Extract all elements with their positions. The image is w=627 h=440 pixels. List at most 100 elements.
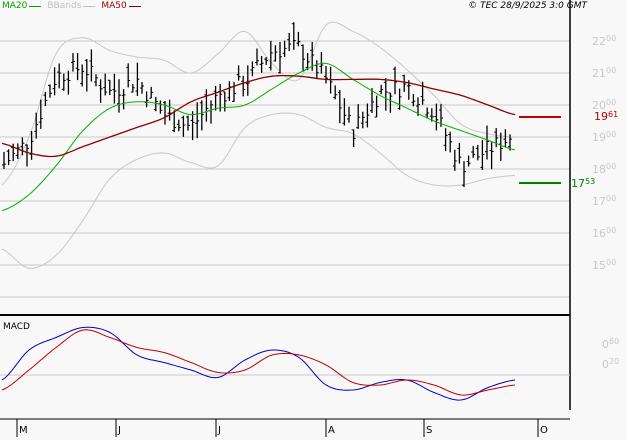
ohlc-bar: [425, 107, 430, 119]
ohlc-bar: [434, 103, 439, 131]
ohlc-bar: [259, 56, 264, 73]
x-tick-label: M: [19, 425, 28, 436]
x-tick-label: A: [328, 425, 335, 436]
ohlc-bar: [429, 108, 434, 122]
ohlc-bar: [25, 144, 29, 167]
ohlc-bar: [167, 99, 172, 121]
ohlc-bar: [190, 111, 195, 141]
legend-ma50-label: MA50: [101, 1, 127, 11]
legend-bbands-swatch: [83, 5, 96, 7]
ohlc-bar: [140, 82, 144, 94]
ohlc-bar: [34, 112, 39, 139]
x-axis-ticks: [16, 419, 539, 437]
ohlc-bar: [186, 115, 190, 131]
ohlc-bar: [439, 104, 443, 127]
price-bars: [2, 22, 512, 187]
ohlc-bar: [84, 59, 89, 92]
ohlc-bar: [245, 65, 250, 96]
ohlc-bar: [153, 96, 158, 112]
ohlc-bar: [508, 134, 512, 151]
ohlc-bar: [480, 140, 485, 170]
ohlc-bar: [462, 161, 466, 187]
ohlc-bar: [20, 137, 25, 156]
ohlc-bar: [126, 63, 131, 88]
ohlc-bar: [2, 151, 6, 170]
legend-ma50-swatch: [128, 5, 141, 7]
copyright-timestamp: © TEC 28/9/2025 3:0 GMT: [468, 1, 587, 11]
ohlc-bar: [236, 65, 241, 81]
ohlc-bar: [466, 155, 471, 167]
ohlc-bar: [291, 22, 296, 50]
ohlc-bar: [43, 91, 48, 107]
ohlc-bar: [195, 102, 200, 139]
ohlc-bar: [397, 88, 402, 110]
ohlc-bar: [71, 53, 75, 72]
ohlc-bar: [273, 45, 278, 62]
ohlc-bar: [333, 85, 338, 100]
ohlc-bar: [176, 119, 181, 132]
ohlc-bar: [365, 103, 370, 128]
ohlc-bar: [121, 89, 126, 110]
y-tick-label: 2200: [592, 34, 617, 48]
ohlc-bar: [278, 42, 282, 74]
legend-ma20-swatch: [29, 5, 42, 7]
y-tick-label: 1800: [592, 162, 617, 176]
macd-line: [1, 326, 516, 401]
ohlc-bar: [370, 88, 374, 113]
ohlc-bar: [209, 100, 213, 124]
ohlc-bar: [38, 99, 43, 129]
ohlc-bar: [452, 149, 457, 171]
ohlc-bar: [489, 142, 494, 170]
ohlc-bar: [227, 81, 232, 101]
ohlc-bar: [374, 95, 379, 118]
ohlc-bar: [448, 131, 453, 153]
ohlc-bar: [379, 84, 384, 95]
ohlc-bar: [94, 74, 98, 87]
ohlc-bar: [475, 144, 480, 161]
ohlc-bar: [61, 73, 66, 91]
ohlc-bar: [57, 63, 62, 89]
ohlc-bar: [264, 57, 269, 65]
ohlc-bar: [337, 90, 342, 124]
ma50-line: [1, 74, 516, 158]
y-tick-label: 2000: [592, 98, 617, 112]
ohlc-bar: [301, 44, 305, 72]
ohlc-bar: [107, 79, 112, 95]
support-level-label: 1753: [571, 177, 596, 190]
ohlc-bar: [255, 48, 259, 66]
macd-y-tick-label: 060: [602, 337, 620, 351]
ohlc-bar: [402, 74, 407, 92]
ohlc-bar: [324, 66, 328, 84]
ohlc-bar: [296, 31, 301, 47]
ohlc-bar: [135, 62, 140, 96]
ohlc-bar: [356, 104, 361, 129]
ohlc-bar: [199, 100, 204, 131]
ohlc-bar: [314, 60, 319, 79]
ohlc-bar: [388, 92, 393, 113]
legend-bbands-label: BBands: [47, 1, 82, 11]
macd-y-tick-label: 020: [602, 357, 620, 371]
ohlc-bar: [268, 40, 273, 71]
ohlc-bar: [416, 97, 420, 116]
ohlc-bar: [347, 106, 351, 123]
signal-line: [1, 329, 516, 396]
ohlc-bar: [471, 145, 476, 158]
ohlc-bar: [360, 111, 365, 129]
ohlc-bar: [103, 73, 108, 96]
legend-bbands: BBands: [47, 1, 96, 11]
y-tick-label: 1900: [592, 130, 617, 144]
ohlc-bar: [494, 128, 499, 148]
ohlc-bar: [15, 143, 20, 159]
ohlc-bar: [52, 67, 57, 96]
ohlc-bar: [117, 79, 121, 113]
x-tick-label: O: [540, 425, 548, 436]
ohlc-bar: [443, 128, 448, 152]
ohlc-bar: [383, 78, 388, 111]
x-tick-label: J: [218, 425, 221, 436]
ohlc-bar: [130, 84, 135, 93]
ohlc-bar: [305, 53, 310, 71]
macd-panel-label: MACD: [3, 322, 30, 332]
bollinger-lower-line: [1, 112, 516, 269]
y-tick-label: 1700: [592, 194, 617, 208]
